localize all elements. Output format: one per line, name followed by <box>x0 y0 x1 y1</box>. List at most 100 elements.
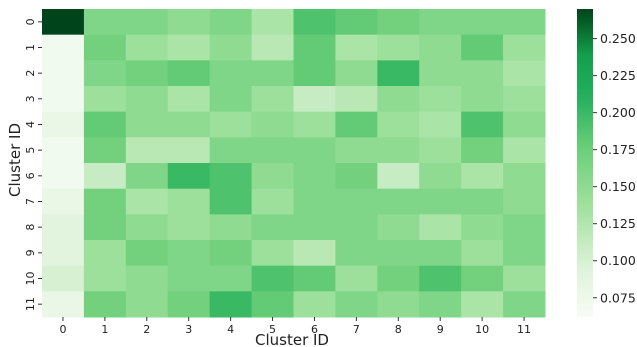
heatmap-cell <box>167 291 211 318</box>
heatmap-cell <box>461 265 504 292</box>
y-tick-label: 9 <box>24 249 37 256</box>
heatmap-cell <box>461 86 504 113</box>
heatmap-cell <box>461 111 504 138</box>
heatmap-cell <box>83 163 127 190</box>
heatmap-cell <box>125 60 169 87</box>
heatmap-cell <box>335 163 378 190</box>
heatmap-cell <box>335 240 378 267</box>
heatmap-cell <box>209 188 253 215</box>
heatmap-cell <box>419 137 462 164</box>
heatmap-cell <box>377 111 420 138</box>
heatmap-cell <box>83 214 127 241</box>
heatmap-cell <box>503 214 546 241</box>
heatmap-cell <box>125 34 169 61</box>
heatmap-cell <box>293 9 336 36</box>
y-tick-label: 4 <box>24 121 37 128</box>
heatmap-cell <box>461 214 504 241</box>
heatmap-cell <box>461 240 504 267</box>
heatmap-cell <box>419 291 462 318</box>
heatmap-cell <box>251 188 294 215</box>
heatmap-cell <box>209 214 253 241</box>
y-axis-ticks: 0 1 2 3 4 5 6 7 8 9 10 11 <box>24 18 42 311</box>
heatmap-cell <box>293 265 336 292</box>
heatmap-cell <box>167 188 211 215</box>
heatmap-cell <box>83 111 127 138</box>
heatmap-cell <box>419 34 462 61</box>
x-tick-label: 0 <box>59 323 66 336</box>
heatmap-cell <box>42 34 85 61</box>
heatmap-cell <box>377 240 420 267</box>
heatmap-cell <box>293 214 336 241</box>
heatmap-cell <box>125 188 169 215</box>
heatmap-cell <box>461 163 504 190</box>
heatmap-cell <box>503 265 546 292</box>
x-tick-label: 9 <box>437 323 444 336</box>
heatmap-cell <box>293 163 336 190</box>
x-axis-label: Cluster ID <box>255 331 329 347</box>
heatmap-cell <box>461 291 504 318</box>
heatmap-cell <box>251 265 294 292</box>
heatmap-cell <box>419 9 462 36</box>
y-tick-label: 8 <box>24 224 37 231</box>
heatmap-cell <box>335 111 378 138</box>
heatmap-cell <box>251 214 294 241</box>
heatmap-cell <box>125 214 169 241</box>
heatmap-cell <box>419 60 462 87</box>
heatmap-cell <box>251 86 294 113</box>
heatmap-cell <box>293 34 336 61</box>
y-tick-label: 0 <box>24 18 37 25</box>
colorbar-tick-label: 0.075 <box>600 290 636 305</box>
heatmap-cell <box>83 60 127 87</box>
heatmap-cell <box>209 86 253 113</box>
y-tick-label: 2 <box>24 70 37 77</box>
heatmap-cell <box>419 214 462 241</box>
heatmap-cell <box>335 291 378 318</box>
x-tick-label: 1 <box>101 323 108 336</box>
heatmap-cell <box>335 60 378 87</box>
heatmap-cell <box>251 137 294 164</box>
heatmap-cell <box>251 9 294 36</box>
heatmap-cell <box>503 60 546 87</box>
heatmap-cell <box>42 9 85 36</box>
heatmap-cell <box>167 214 211 241</box>
heatmap-cell <box>167 111 211 138</box>
heatmap-cell <box>209 163 253 190</box>
heatmap-cell <box>419 240 462 267</box>
heatmap-cell <box>419 86 462 113</box>
x-tick-label: 5 <box>269 323 276 336</box>
heatmap-cell <box>419 265 462 292</box>
heatmap-cell <box>377 86 420 113</box>
heatmap-cell <box>293 60 336 87</box>
heatmap-cell <box>503 188 546 215</box>
heatmap-cell <box>461 60 504 87</box>
heatmap-cell <box>209 111 253 138</box>
colorbar <box>577 9 593 317</box>
y-tick-label: 3 <box>24 95 37 102</box>
heatmap-cell <box>377 34 420 61</box>
heatmap-cell <box>125 291 169 318</box>
y-tick-label: 5 <box>24 147 37 154</box>
y-tick-label: 6 <box>24 172 37 179</box>
colorbar-tick-label: 0.200 <box>600 105 636 120</box>
heatmap-cell <box>461 137 504 164</box>
heatmap-cell <box>293 291 336 318</box>
y-axis-label: Cluster ID <box>6 123 24 197</box>
heatmap-cell <box>42 291 85 318</box>
heatmap-cell <box>503 163 546 190</box>
heatmap-cell <box>83 265 127 292</box>
heatmap-cell <box>335 86 378 113</box>
heatmap-cell <box>209 240 253 267</box>
heatmap-cell <box>335 214 378 241</box>
heatmap-cell <box>125 163 169 190</box>
heatmap-cell <box>377 291 420 318</box>
heatmap-cell <box>167 9 211 36</box>
heatmap-cell <box>83 86 127 113</box>
heatmap-cell <box>83 240 127 267</box>
heatmap-cell <box>335 9 378 36</box>
heatmap-cell <box>503 291 546 318</box>
heatmap-cell <box>503 9 546 36</box>
heatmap-cell <box>251 60 294 87</box>
colorbar-tick-label: 0.250 <box>600 31 636 46</box>
heatmap-cell <box>377 188 420 215</box>
